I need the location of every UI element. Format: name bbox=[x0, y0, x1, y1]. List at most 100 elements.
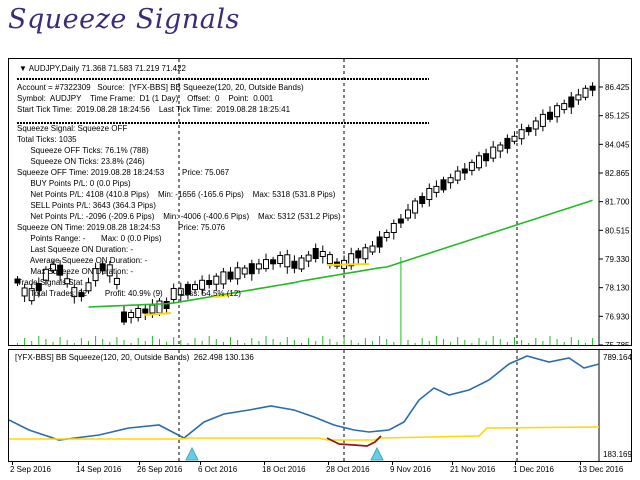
signal-arrow-icon bbox=[370, 446, 384, 461]
candle-body bbox=[532, 120, 539, 130]
candle-body bbox=[42, 268, 49, 281]
time-axis-tick bbox=[515, 462, 516, 465]
time-axis-label: 1 Dec 2016 bbox=[513, 465, 554, 474]
info-line: Total Ticks: 1035 bbox=[17, 135, 77, 144]
candle-body bbox=[291, 260, 298, 269]
candle-body bbox=[163, 301, 170, 309]
candle-body bbox=[504, 137, 511, 149]
time-axis-tick bbox=[452, 462, 453, 465]
candle-body bbox=[376, 236, 383, 248]
info-line: Squeeze OFF Ticks: 76.1% (788) bbox=[17, 146, 149, 155]
price-chart-panel[interactable]: 86.425 85.125 84.045 82.865 81.700 80.515 79.3… bbox=[8, 58, 632, 346]
candle-body bbox=[483, 153, 490, 162]
candle-body bbox=[21, 287, 28, 297]
time-axis-tick bbox=[328, 462, 329, 465]
candle-body bbox=[177, 288, 184, 296]
price-tick-label: 75.785 bbox=[605, 341, 630, 346]
candle-body bbox=[348, 253, 355, 267]
signal-arrow-icon bbox=[185, 446, 199, 461]
info-line: Net Points P/L: 4108 (410.8 Pips) Min: -… bbox=[17, 190, 336, 199]
candle-body bbox=[156, 300, 163, 314]
candle-body bbox=[142, 308, 149, 314]
candle-body bbox=[525, 127, 532, 133]
indicator-label: [YFX-BBS] BB Squeeze(120, 20, Outside Ba… bbox=[15, 353, 254, 362]
candle-body bbox=[255, 263, 262, 270]
candle-body bbox=[433, 185, 440, 193]
candle-body bbox=[241, 267, 248, 275]
time-axis-label: 18 Oct 2016 bbox=[262, 465, 306, 474]
candle-body bbox=[277, 255, 284, 264]
candle-body bbox=[511, 135, 518, 142]
squeeze-threshold-line bbox=[9, 426, 600, 441]
candle-body bbox=[213, 275, 220, 285]
candle-body bbox=[113, 277, 120, 285]
candle-body bbox=[64, 278, 71, 285]
candle-body bbox=[263, 259, 269, 270]
candle-body bbox=[270, 259, 277, 265]
info-line: Net Points P/L: -2096 (-209.6 Pips) Min:… bbox=[17, 212, 341, 221]
squeeze-on-line bbox=[326, 435, 382, 447]
info-line: BUY Points P/L: 0 (0.0 Pips) bbox=[17, 179, 131, 188]
price-tick-label: 79.330 bbox=[605, 255, 630, 264]
indicator-chart-svg: 789.164 183.169 bbox=[9, 350, 631, 461]
price-chart-svg: 86.425 85.125 84.045 82.865 81.700 80.515 79.3… bbox=[14, 59, 630, 346]
candle-body bbox=[170, 288, 177, 300]
candle-body bbox=[57, 264, 64, 276]
candle-body bbox=[106, 264, 113, 277]
candle-body bbox=[390, 223, 397, 233]
candle-body bbox=[412, 200, 419, 214]
time-axis-label: 13 Dec 2016 bbox=[578, 465, 624, 474]
candle-body bbox=[383, 232, 390, 238]
candle-body bbox=[476, 155, 482, 169]
info-line: Start Tick Time: 2019.08.28 18:24:56 Las… bbox=[17, 105, 291, 114]
time-axis-label: 2 Sep 2016 bbox=[10, 465, 51, 474]
time-axis-label: 26 Sep 2016 bbox=[137, 465, 183, 474]
candle-body bbox=[248, 263, 255, 275]
candle-body bbox=[497, 144, 504, 152]
candle-body bbox=[362, 247, 369, 260]
price-tick-label: 81.700 bbox=[605, 198, 630, 207]
candle-body bbox=[28, 288, 35, 302]
price-tick-label: 80.515 bbox=[605, 226, 630, 235]
candle-body bbox=[561, 103, 568, 111]
indicator-panel[interactable]: 789.164 183.169 [YFX-BBS] BB Squeeze(120,… bbox=[8, 349, 632, 462]
candle-body bbox=[92, 268, 99, 282]
info-line: Squeeze Signal: Squeeze OFF bbox=[17, 124, 128, 133]
bandwidth-line bbox=[9, 355, 600, 441]
candle-body bbox=[568, 96, 575, 108]
info-line: Squeeze ON Ticks: 23.8% (246) bbox=[17, 157, 145, 166]
price-tick-label: 76.930 bbox=[605, 312, 630, 321]
candle-body bbox=[128, 312, 135, 318]
candle-body bbox=[355, 250, 362, 259]
candle-body bbox=[405, 209, 411, 219]
squeeze-segment bbox=[213, 294, 232, 298]
candle-body bbox=[50, 263, 56, 271]
info-line bbox=[17, 115, 341, 123]
time-axis-tick bbox=[200, 462, 201, 465]
time-axis-tick bbox=[392, 462, 393, 465]
time-axis-tick bbox=[264, 462, 265, 465]
candle-body bbox=[539, 113, 546, 127]
price-tick-label: 86.425 bbox=[605, 83, 630, 92]
candle-body bbox=[518, 129, 525, 140]
candle-body bbox=[397, 218, 404, 224]
candle-body bbox=[589, 85, 596, 91]
time-axis: 2 Sep 2016 14 Sep 2016 26 Sep 2016 6 Oct 20… bbox=[0, 462, 640, 480]
candle-body bbox=[305, 254, 312, 262]
candle-body bbox=[14, 278, 21, 284]
info-line: Total Trades: 22 Profit: 40.9% (9) Loss:… bbox=[17, 289, 241, 298]
squeeze-segment bbox=[326, 263, 370, 266]
candle-body bbox=[426, 188, 433, 200]
candle-body bbox=[468, 161, 475, 171]
candle-body bbox=[99, 263, 106, 272]
candle-body bbox=[554, 105, 561, 118]
price-tick-label: 78.130 bbox=[605, 284, 630, 293]
candle-body bbox=[575, 94, 582, 101]
time-axis-label: 21 Nov 2016 bbox=[450, 465, 496, 474]
candle-body bbox=[298, 257, 305, 270]
candle-body bbox=[206, 280, 213, 285]
time-axis-tick bbox=[12, 462, 13, 465]
candle-body bbox=[582, 87, 589, 98]
candle-body bbox=[447, 177, 454, 184]
time-axis-label: 28 Oct 2016 bbox=[326, 465, 370, 474]
